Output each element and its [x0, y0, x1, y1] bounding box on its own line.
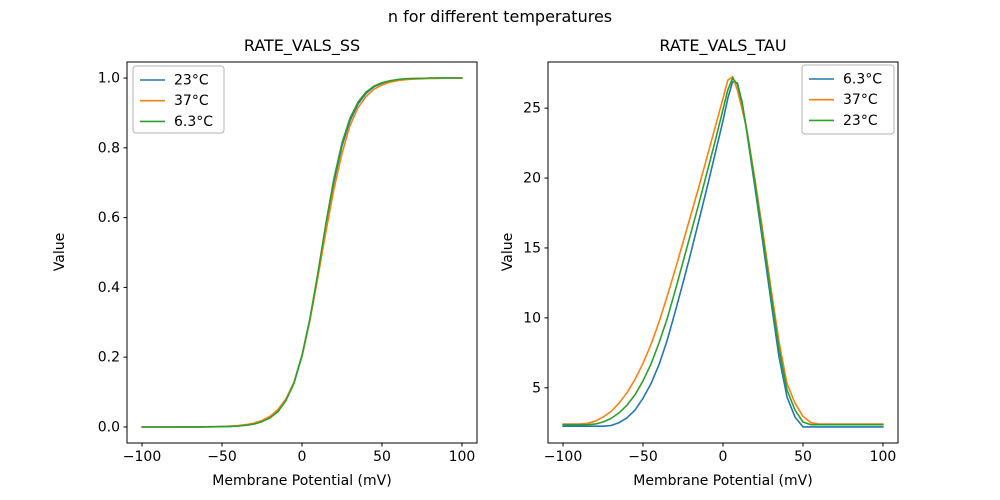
- x-tick-label: 0: [719, 449, 728, 465]
- legend-label: 23°C: [843, 113, 878, 129]
- legend-label: 37°C: [174, 93, 209, 109]
- y-tick-label: 10: [523, 310, 541, 326]
- x-tick-label: −100: [123, 449, 161, 465]
- y-tick-label: 0.8: [98, 140, 120, 156]
- y-tick-label: 15: [523, 240, 541, 256]
- x-tick-label: 50: [794, 449, 812, 465]
- x-tick-label: −50: [628, 449, 658, 465]
- axes-area: −100 −50 0 50 100 5 10 15 20 25 6.3°C 37°C 23°C: [523, 61, 899, 465]
- x-tick-label: 100: [449, 449, 476, 465]
- y-tick-label: 1.0: [98, 71, 120, 87]
- axes-area: −100 −50 0 50 100 0.0 0.2 0.4 0.6 0.8 1.0 23°C 37°C 6…: [98, 61, 478, 465]
- axes-title: RATE_VALS_TAU: [659, 36, 786, 56]
- y-tick-label: 0.2: [98, 350, 120, 366]
- y-tick-label: 0.4: [98, 280, 120, 296]
- y-tick-label: 20: [523, 171, 541, 187]
- x-tick-label: 0: [298, 449, 307, 465]
- legend-label: 6.3°C: [174, 114, 213, 130]
- series-line-6.3°C: [562, 80, 884, 428]
- axes-title: RATE_VALS_SS: [244, 36, 360, 56]
- x-axis-label: Membrane Potential (mV): [633, 473, 812, 489]
- figure-suptitle: n for different temperatures: [388, 7, 612, 26]
- x-tick-label: 100: [870, 449, 897, 465]
- subplot-rate-vals-tau: RATE_VALS_TAU Membrane Potential (mV) Va…: [500, 36, 899, 489]
- series-line-23°C: [562, 77, 884, 426]
- legend-box: [132, 65, 225, 134]
- x-axis-label: Membrane Potential (mV): [212, 473, 391, 489]
- x-tick-label: −100: [544, 449, 582, 465]
- series-line-6.3°C: [141, 77, 463, 428]
- subplot-rate-vals-ss: RATE_VALS_SS Membrane Potential (mV) Val…: [52, 36, 478, 489]
- legend-label: 6.3°C: [843, 72, 882, 88]
- y-tick-label: 0.6: [98, 210, 120, 226]
- y-axis-label: Value: [500, 233, 516, 271]
- x-tick-label: −50: [207, 449, 237, 465]
- y-tick-label: 5: [532, 380, 541, 396]
- legend-box: [801, 64, 895, 135]
- legend-label: 37°C: [843, 92, 878, 108]
- y-axis-label: Value: [52, 233, 68, 271]
- y-tick-label: 0.0: [98, 419, 120, 435]
- y-tick-label: 25: [523, 101, 541, 117]
- legend-label: 23°C: [174, 73, 209, 89]
- x-tick-label: 50: [373, 449, 391, 465]
